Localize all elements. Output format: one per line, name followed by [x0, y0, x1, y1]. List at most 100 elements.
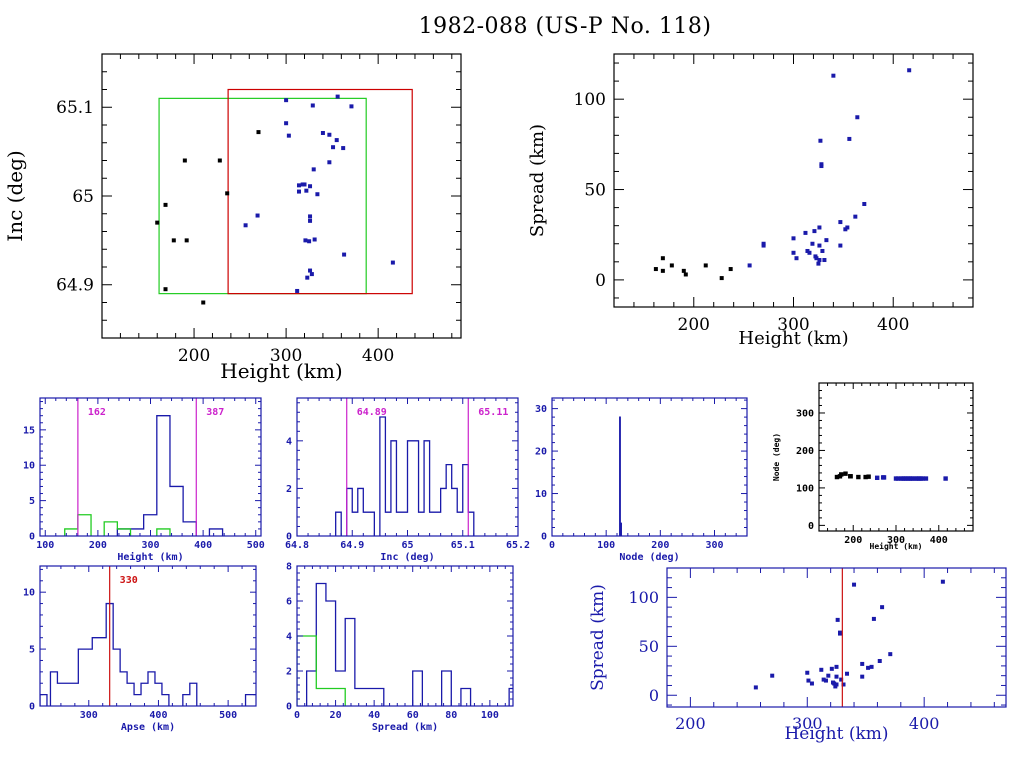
histogram-all-outline [619, 416, 622, 536]
y-tick-label: 10 [23, 588, 35, 599]
data-point [791, 250, 796, 255]
y-tick-label: 100 [796, 483, 814, 494]
data-point [848, 474, 853, 479]
x-tick-label: 80 [445, 710, 457, 721]
x-tick-label: 200 [178, 346, 210, 366]
data-point [806, 678, 811, 683]
data-point [225, 191, 230, 196]
data-point [296, 183, 301, 188]
y-tick-label: 10 [23, 461, 35, 472]
histogram-bar [468, 512, 474, 536]
histogram-bar [396, 512, 402, 536]
height-histogram-panel: 162 387 100 200 300 400 500 0 5 10 15 Height (km) [23, 397, 265, 563]
histogram-bar [113, 649, 120, 706]
node-histogram-panel: 0 100 200 300 0 10 20 30 Node (deg) [535, 397, 748, 563]
plot-frame [666, 567, 1007, 708]
y-tick-label: 30 [535, 404, 547, 415]
histogram-bar [441, 488, 447, 536]
data-point [832, 681, 837, 686]
histogram-bar [363, 512, 369, 536]
x-tick-label: 0 [294, 710, 300, 721]
y-tick-label: 65.1 [56, 98, 94, 118]
x-tick-label: 65.1 [451, 540, 475, 551]
histogram-all-outline [305, 582, 513, 706]
x-axis-label: Node (deg) [619, 552, 679, 563]
data-point [810, 241, 815, 246]
x-tick-label: 300 [80, 710, 98, 721]
data-point [791, 236, 796, 241]
histogram-bar [385, 512, 391, 536]
x-tick-label: 0 [549, 540, 555, 551]
histogram-bar [141, 683, 148, 706]
x-tick-label: 60 [407, 710, 419, 721]
data-point [943, 476, 948, 481]
data-point [834, 674, 839, 679]
histogram-bar [352, 512, 358, 536]
data-point [812, 229, 817, 234]
x-tick-label: 500 [219, 710, 237, 721]
histogram-bar [509, 689, 519, 707]
green-box [158, 97, 367, 295]
data-point [719, 276, 724, 281]
histogram-bar [104, 522, 117, 536]
data-point [182, 158, 187, 163]
histogram-bar [463, 465, 469, 536]
histogram-bar [419, 512, 425, 536]
x-axis-label: Spread (km) [372, 722, 438, 733]
x-axis-label: Inc (deg) [380, 552, 434, 563]
data-point [841, 682, 846, 687]
x-tick-label: 65 [401, 540, 413, 551]
y-axis-label: Spread (km) [527, 124, 548, 237]
data-point [855, 115, 860, 120]
data-point [940, 579, 945, 584]
x-tick-label: 200 [651, 540, 669, 551]
y-axis-label: Inc (deg) [3, 150, 27, 241]
histogram-bar [120, 672, 127, 706]
marker-label: 387 [206, 407, 224, 418]
data-point [284, 121, 289, 126]
data-point [821, 677, 826, 682]
x-tick-label: 20 [330, 710, 342, 721]
data-point [683, 272, 688, 277]
data-point [308, 218, 313, 223]
data-point [669, 263, 674, 268]
data-point [681, 268, 686, 273]
x-axis-label: Apse (km) [121, 722, 175, 733]
data-point [845, 671, 850, 676]
data-point [819, 667, 824, 672]
x-tick-label: 300 [777, 315, 809, 335]
data-point [823, 678, 828, 683]
data-point [728, 267, 733, 272]
data-point [880, 605, 885, 610]
data-point [305, 275, 310, 280]
marker-label: 64.89 [357, 407, 387, 418]
data-point [820, 248, 825, 253]
plot-frame [818, 382, 974, 532]
histogram-bar [316, 584, 326, 707]
x-tick-label: 65.2 [506, 540, 530, 551]
histogram-bar [358, 488, 364, 536]
data-point [390, 260, 395, 265]
data-point [852, 582, 857, 587]
y-tick-label: 2 [286, 667, 292, 678]
x-tick-label: 100 [481, 710, 499, 721]
y-tick-label: 4 [286, 436, 292, 447]
histogram-bar [347, 488, 353, 536]
data-point [303, 238, 308, 243]
histogram-bar [345, 619, 355, 707]
histogram-bar [162, 695, 169, 706]
data-point [862, 201, 867, 206]
plot-area [619, 416, 622, 536]
x-tick-label: 200 [844, 535, 862, 546]
data-point [255, 213, 260, 218]
red-box [227, 88, 413, 295]
plot-frame [613, 53, 974, 308]
data-point [856, 474, 861, 480]
plot-area [653, 68, 912, 281]
data-point [838, 220, 843, 225]
data-point [809, 681, 814, 686]
data-point [838, 243, 843, 248]
x-tick-label: 300 [887, 535, 905, 546]
x-axis-label: Height (km) [117, 551, 183, 563]
